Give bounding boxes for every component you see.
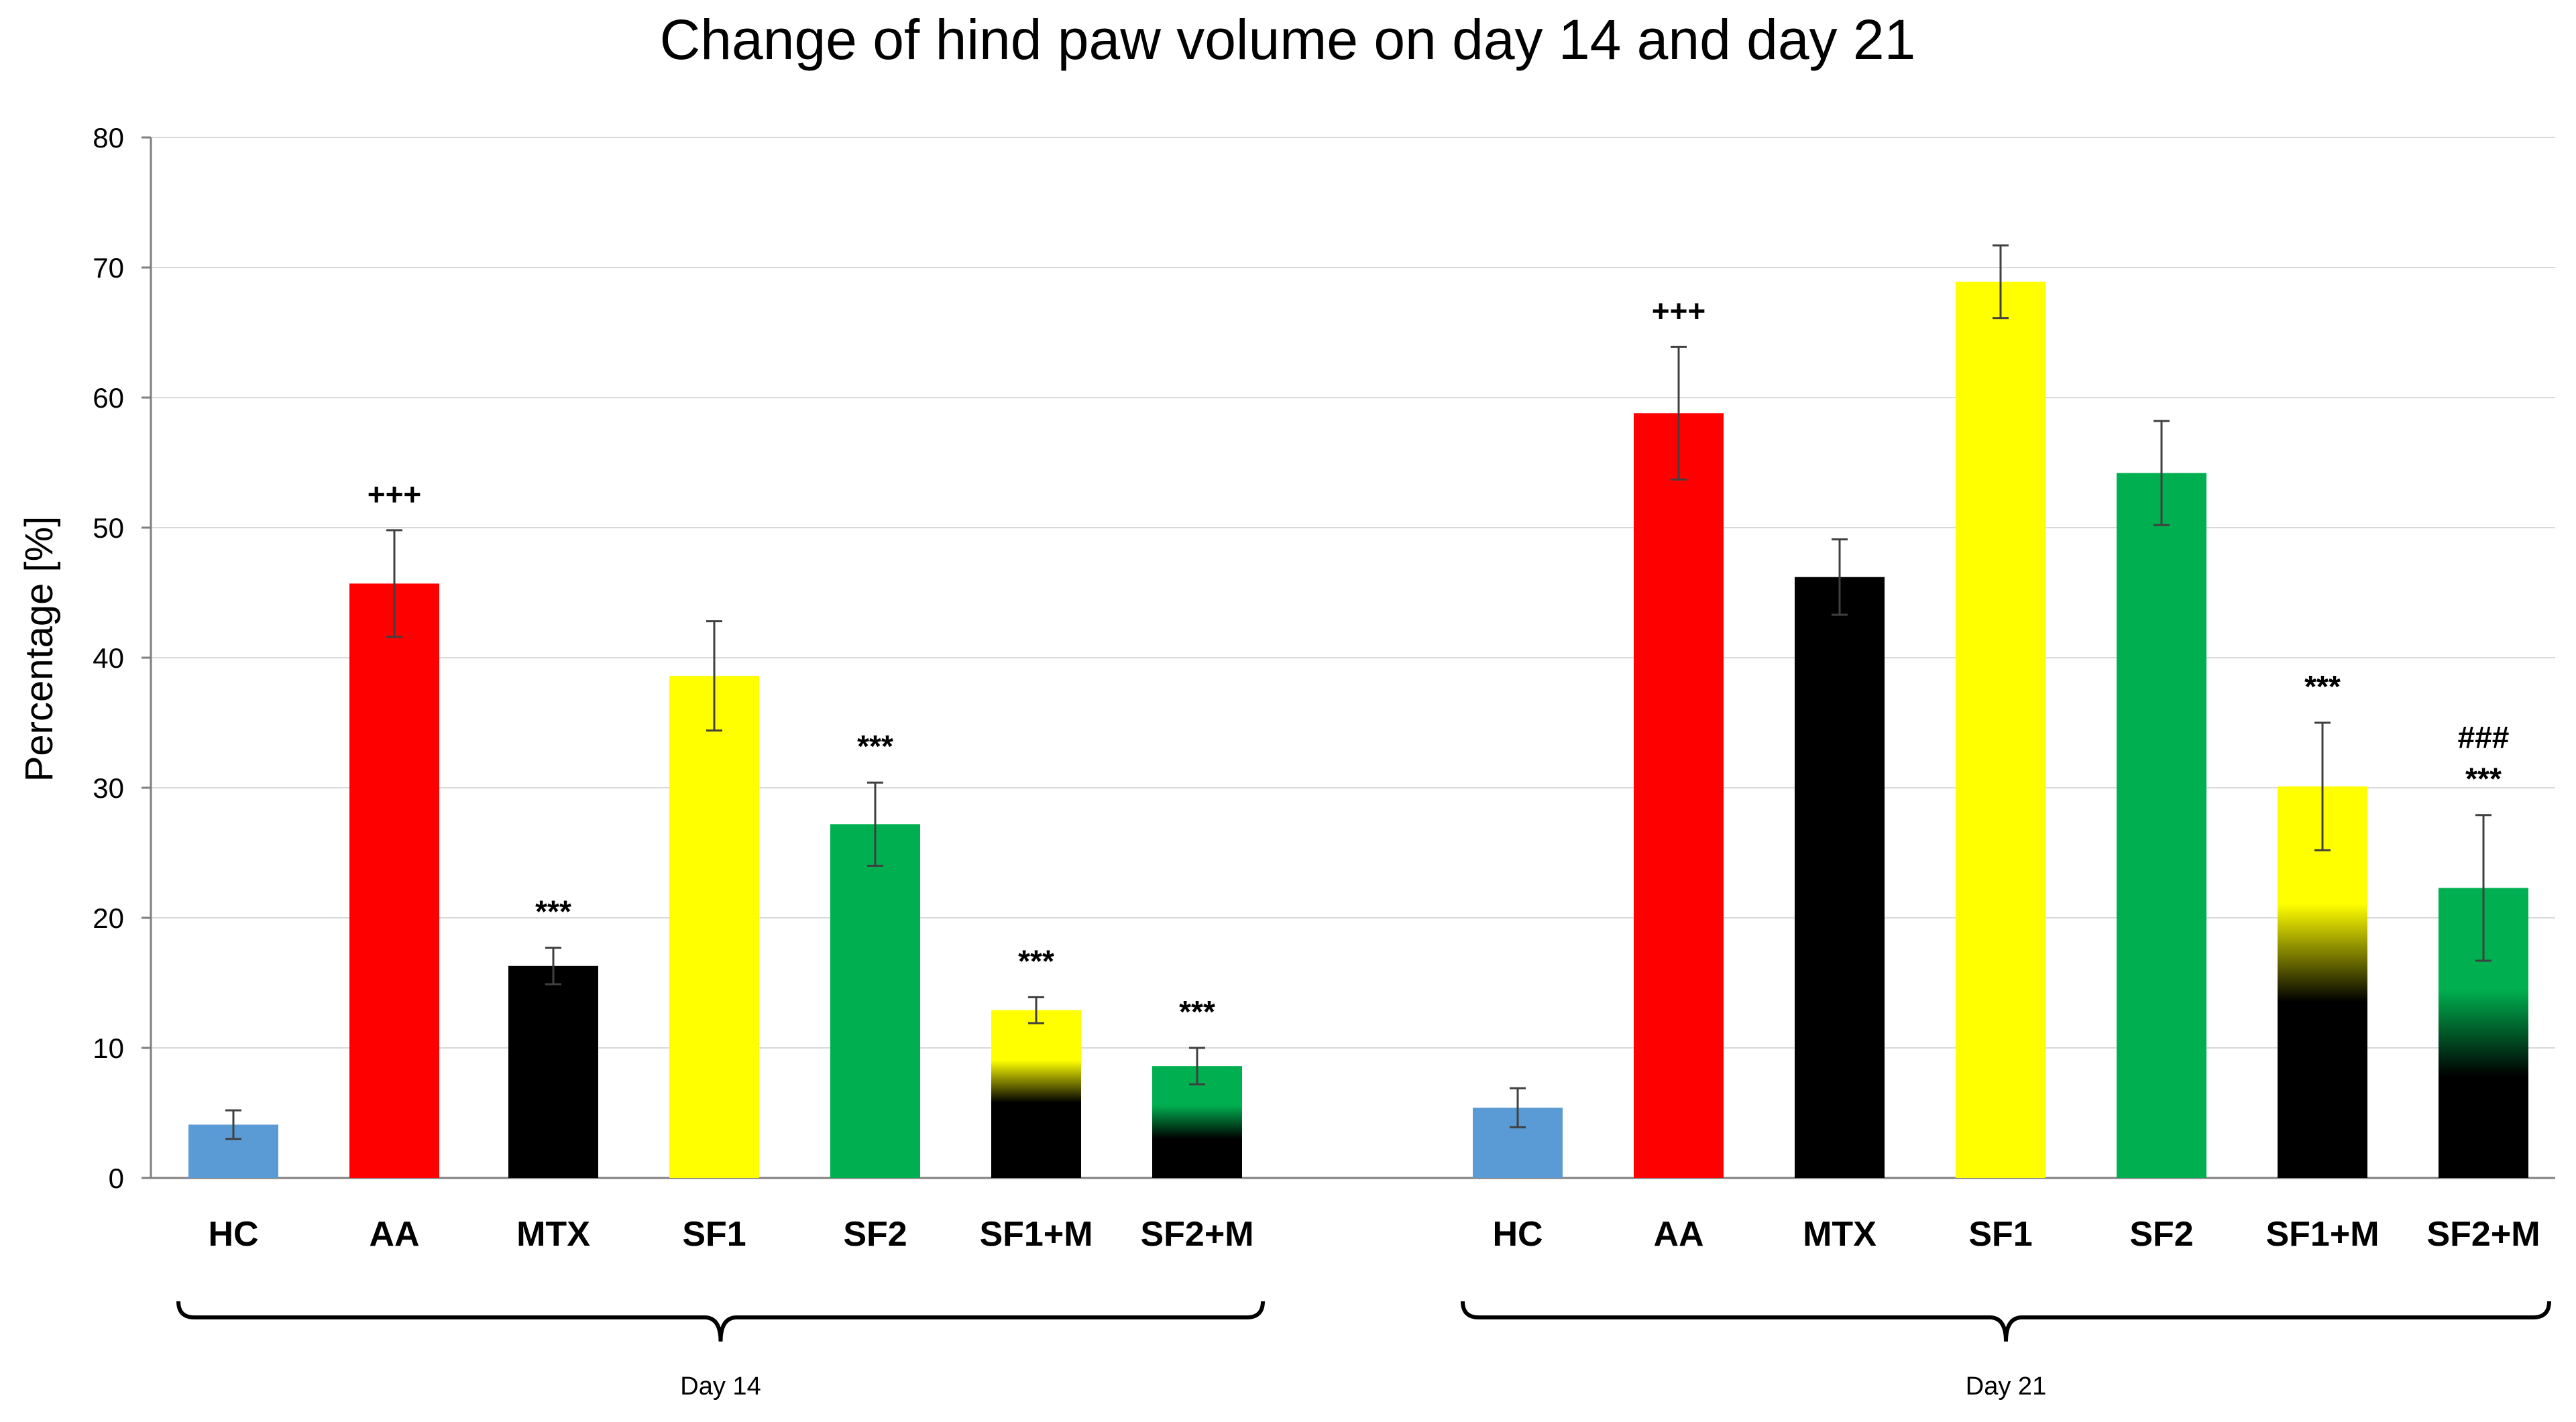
y-tick-label: 10 <box>93 1032 124 1064</box>
significance-label: *** <box>535 894 571 929</box>
x-category-label: SF2+M <box>1140 1215 1253 1254</box>
y-axis-label: Percentage [%] <box>17 516 61 782</box>
y-tick-label: 50 <box>93 512 124 544</box>
group-bracket <box>176 1301 1265 1342</box>
x-category-label: HC <box>1492 1215 1543 1254</box>
significance-label: +++ <box>368 477 422 512</box>
labels: 0 10 20 30 40 50 60 70 80 HC +++ AA *** MTX SF1 *** SF2 *… <box>93 122 2540 1401</box>
bar-mtx-day21 <box>1795 577 1885 1178</box>
significance-label: ### <box>2458 720 2510 755</box>
x-category-label: SF1+M <box>2265 1215 2379 1254</box>
y-tick-label: 80 <box>93 122 124 154</box>
bar-sf1-day21 <box>1956 282 2046 1179</box>
significance-label: *** <box>1179 994 1215 1029</box>
y-tick-label: 0 <box>109 1163 124 1194</box>
x-category-label: SF2+M <box>2426 1215 2540 1254</box>
x-category-label: SF1 <box>1968 1215 2032 1254</box>
bar-sf2-day14 <box>830 824 920 1178</box>
bars <box>188 244 2528 1179</box>
group-label: Day 14 <box>680 1372 761 1401</box>
bar-aa-day14 <box>349 583 439 1178</box>
x-category-label: MTX <box>516 1215 590 1254</box>
bar-aa-day21 <box>1634 413 1724 1178</box>
group-label: Day 21 <box>1966 1372 2046 1401</box>
bar-sf1-plus-m-day21 <box>2278 786 2367 1178</box>
significance-label: *** <box>2304 669 2341 704</box>
y-tick-label: 60 <box>93 382 124 414</box>
chart-title: Change of hind paw volume on day 14 and … <box>660 8 1916 71</box>
group-bracket <box>1461 1301 2551 1342</box>
significance-label: +++ <box>1652 293 1706 328</box>
bar-sf1-plus-m-day14 <box>991 1010 1081 1178</box>
significance-label: *** <box>1018 943 1054 978</box>
x-category-label: SF2 <box>843 1215 907 1254</box>
x-category-label: MTX <box>1803 1215 1877 1254</box>
x-category-label: SF1+M <box>979 1215 1093 1254</box>
gridlines <box>151 137 2555 1049</box>
significance-label: *** <box>2465 762 2502 796</box>
x-category-label: SF2 <box>2129 1215 2193 1254</box>
y-tick-label: 70 <box>93 252 124 284</box>
y-tick-label: 30 <box>93 772 124 804</box>
x-category-label: HC <box>208 1215 258 1254</box>
y-tick-label: 40 <box>93 642 124 674</box>
x-category-label: SF1 <box>682 1215 746 1254</box>
bar-sf2-day21 <box>2117 473 2206 1178</box>
x-category-label: AA <box>369 1215 419 1254</box>
x-category-label: AA <box>1653 1215 1703 1254</box>
y-tick-label: 20 <box>93 902 124 934</box>
significance-label: *** <box>857 729 893 764</box>
bar-mtx-day14 <box>508 965 598 1178</box>
bar-sf1-day14 <box>669 676 759 1178</box>
